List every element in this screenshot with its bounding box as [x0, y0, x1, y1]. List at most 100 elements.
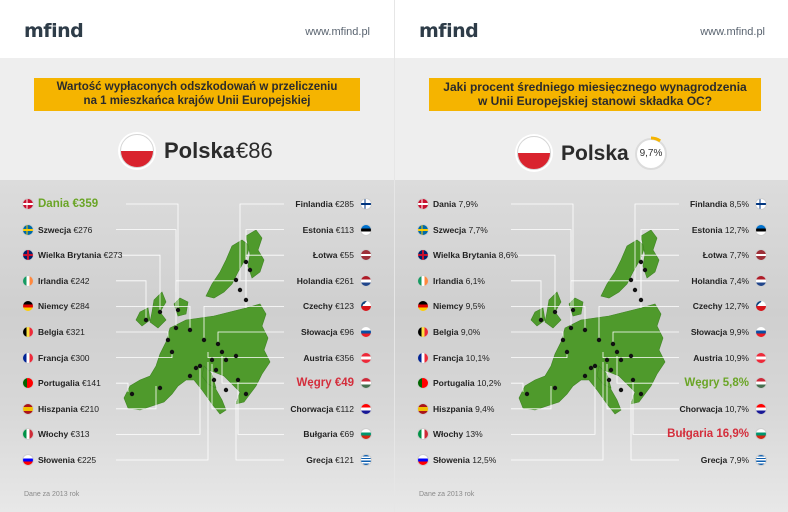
- de-flag-icon: [417, 300, 429, 313]
- es-flag-icon: [22, 402, 34, 415]
- infographic-title: Jaki procent średniego miesięcznego wyna…: [429, 78, 761, 111]
- country-label: Słowenia €225: [38, 455, 96, 466]
- leader-line: [116, 306, 191, 330]
- capital-dot: [129, 391, 135, 397]
- leader-line: [612, 331, 679, 346]
- country-label: Szwecja 7,7%: [433, 225, 488, 236]
- leader-line: [116, 382, 129, 392]
- title-line-1: Jaki procent średniego miesięcznego wyna…: [443, 80, 747, 94]
- leader-line: [116, 280, 147, 320]
- country-name: Łotwa: [702, 250, 728, 261]
- infographic-title: Wartość wypłaconych odszkodowań w przeli…: [34, 78, 360, 111]
- top-bar: mfind www.mfind.pl: [395, 0, 788, 58]
- country-value: 12,7%: [724, 224, 749, 235]
- poland-value: 9,7%: [639, 148, 663, 159]
- country-name: Grecja: [306, 455, 333, 465]
- leader-line: [511, 203, 574, 310]
- country-label: Grecja €121: [306, 455, 354, 466]
- leader-line: [221, 356, 284, 384]
- es-flag-icon: [417, 402, 429, 415]
- hu-flag-icon: [755, 377, 767, 390]
- country-name: Portugalia: [433, 378, 475, 389]
- country-value: 13%: [465, 429, 483, 440]
- nl-flag-icon: [755, 274, 767, 287]
- website-link[interactable]: www.mfind.pl: [305, 26, 370, 38]
- capital-dot: [638, 297, 644, 303]
- fi-flag-icon: [755, 198, 767, 210]
- leader-line: [116, 368, 201, 435]
- website-link[interactable]: www.mfind.pl: [700, 26, 765, 38]
- capital-dot: [187, 373, 193, 379]
- capital-dot: [247, 267, 253, 273]
- country-value: €242: [70, 275, 90, 286]
- europe-map: [116, 203, 284, 461]
- country-name: Estonia: [302, 224, 334, 235]
- mfind-logo: mfind: [419, 20, 479, 42]
- country-name: Czechy: [302, 301, 333, 312]
- country-value: 10,2%: [476, 378, 502, 389]
- capital-dot: [628, 353, 634, 359]
- leader-line: [116, 229, 177, 292]
- country-value: 7,9%: [729, 455, 749, 465]
- country-label: Belgia 9,0%: [433, 327, 480, 338]
- pt-flag-icon: [417, 377, 429, 390]
- it-flag-icon: [22, 428, 34, 441]
- country-value: €141: [81, 378, 101, 389]
- poland-flag-icon: [517, 136, 551, 170]
- leader-line: [126, 203, 179, 310]
- capital-dot: [524, 391, 530, 397]
- country-name: Holandia: [296, 275, 333, 286]
- leader-line: [116, 331, 169, 340]
- map-landmass: [544, 291, 562, 329]
- capital-dot: [630, 377, 636, 383]
- capital-dot: [237, 287, 243, 293]
- country-label: Niemcy 9,5%: [433, 301, 485, 312]
- country-value: 7,4%: [729, 275, 749, 286]
- country-name: Grecja: [700, 455, 728, 465]
- capital-dot: [187, 327, 193, 333]
- leader-line: [570, 280, 679, 328]
- leader-line: [511, 362, 604, 461]
- capital-dot: [173, 325, 179, 331]
- country-label: Austria 10,9%: [693, 353, 749, 364]
- map-landmass: [245, 229, 265, 279]
- be-flag-icon: [22, 326, 34, 338]
- leader-line: [116, 386, 157, 410]
- title-line-2: na 1 mieszkańca krajów Unii Europejskiej: [83, 95, 311, 107]
- capital-dot: [233, 277, 239, 283]
- si-flag-icon: [417, 454, 429, 466]
- country-label: Dania 7,9%: [433, 199, 478, 210]
- leader-line: [245, 254, 284, 308]
- country-label: Wielka Brytania 8,6%: [433, 250, 518, 261]
- capital-dot: [638, 391, 644, 397]
- leader-line: [217, 331, 284, 346]
- si-flag-icon: [22, 454, 34, 466]
- capital-dot: [628, 277, 634, 283]
- country-name: Chorwacja: [679, 403, 723, 414]
- country-label: Słowenia 12,5%: [433, 455, 496, 466]
- country-label: Holandia 7,4%: [691, 276, 749, 287]
- country-label: Węgry 5,8%: [684, 376, 749, 390]
- country-label: Dania €359: [38, 197, 98, 211]
- country-label: Austria €356: [303, 353, 354, 364]
- leader-line: [175, 280, 284, 328]
- se-flag-icon: [22, 223, 34, 236]
- country-name: Włochy: [38, 429, 69, 440]
- footnote: Dane za 2013 rok: [419, 491, 475, 498]
- leader-line: [598, 306, 679, 340]
- capital-dot: [211, 377, 217, 383]
- country-value: €284: [70, 301, 90, 312]
- country-name: Finlandia: [689, 199, 728, 209]
- poland-gauge-arc: [650, 136, 662, 143]
- it-flag-icon: [417, 428, 429, 441]
- country-value: €123: [335, 301, 354, 312]
- country-name: Węgry: [684, 377, 720, 390]
- capital-dot: [201, 337, 207, 343]
- country-value: 10,1%: [465, 352, 490, 363]
- fr-flag-icon: [22, 351, 34, 364]
- leader-line: [511, 280, 542, 320]
- europe-map-area: Dane za 2013 rok Dania 7,9% Szwecja 7,7% W…: [395, 180, 788, 512]
- capital-dot: [588, 365, 594, 371]
- country-value: €273: [103, 250, 123, 261]
- country-label: Wielka Brytania €273: [38, 250, 123, 261]
